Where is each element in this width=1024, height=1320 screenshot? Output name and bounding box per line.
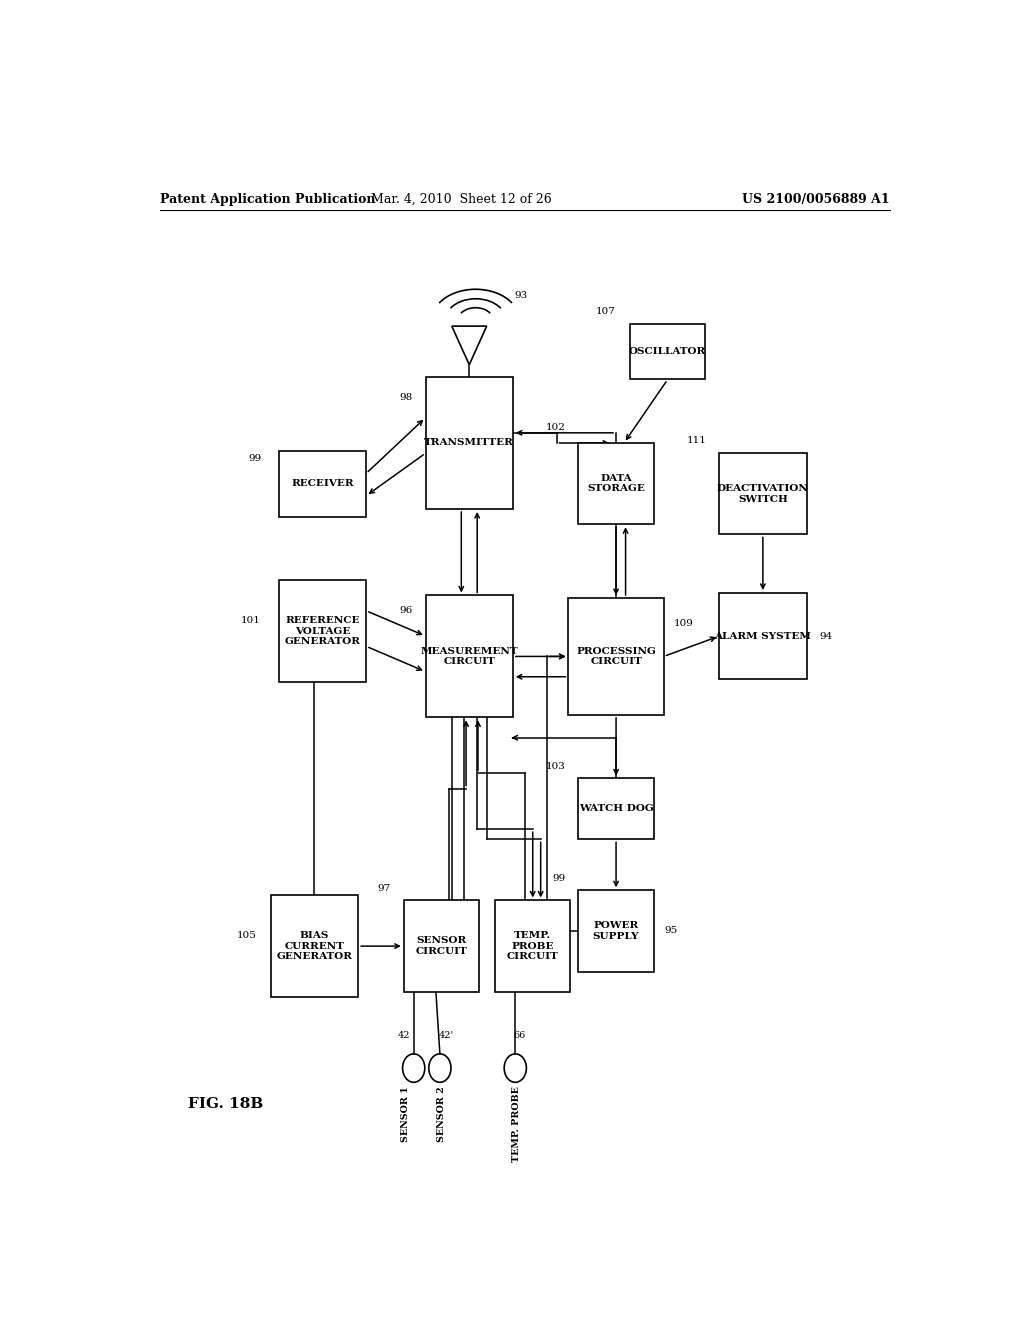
Text: 105: 105 bbox=[238, 932, 257, 940]
Bar bbox=[630, 323, 706, 379]
Text: DEACTIVATION
SWITCH: DEACTIVATION SWITCH bbox=[717, 484, 809, 503]
Text: DATA
STORAGE: DATA STORAGE bbox=[587, 474, 645, 494]
Bar bbox=[495, 900, 570, 991]
Text: OSCILLATOR: OSCILLATOR bbox=[629, 347, 707, 356]
Bar bbox=[579, 444, 653, 524]
Bar bbox=[579, 890, 653, 972]
Text: BIAS
CURRENT
GENERATOR: BIAS CURRENT GENERATOR bbox=[276, 931, 352, 961]
Text: FIG. 18B: FIG. 18B bbox=[187, 1097, 263, 1110]
Text: 93: 93 bbox=[514, 292, 527, 300]
Text: SENSOR 1: SENSOR 1 bbox=[401, 1086, 411, 1142]
Bar bbox=[426, 378, 513, 510]
Text: 109: 109 bbox=[674, 619, 693, 628]
Bar bbox=[279, 581, 367, 682]
Text: 111: 111 bbox=[687, 437, 707, 445]
Text: TEMP.
PROBE
CIRCUIT: TEMP. PROBE CIRCUIT bbox=[507, 931, 559, 961]
Bar bbox=[579, 779, 653, 840]
Text: 101: 101 bbox=[241, 616, 261, 626]
Text: WATCH DOG: WATCH DOG bbox=[579, 804, 653, 813]
Text: Patent Application Publication: Patent Application Publication bbox=[160, 193, 375, 206]
Bar bbox=[403, 900, 479, 991]
Text: ALARM SYSTEM: ALARM SYSTEM bbox=[715, 631, 811, 640]
Text: 95: 95 bbox=[665, 927, 678, 936]
Bar bbox=[719, 593, 807, 680]
Text: 98: 98 bbox=[399, 393, 413, 401]
Text: 97: 97 bbox=[377, 883, 390, 892]
Text: 102: 102 bbox=[546, 424, 566, 432]
Text: POWER
SUPPLY: POWER SUPPLY bbox=[593, 921, 639, 941]
Text: RECEIVER: RECEIVER bbox=[291, 479, 353, 488]
Text: TEMP. PROBE: TEMP. PROBE bbox=[512, 1086, 521, 1162]
Bar bbox=[279, 450, 367, 516]
Bar bbox=[270, 895, 358, 997]
Text: 94: 94 bbox=[820, 631, 833, 640]
Text: 103: 103 bbox=[546, 762, 566, 771]
Text: US 2100/0056889 A1: US 2100/0056889 A1 bbox=[742, 193, 890, 206]
Bar bbox=[426, 595, 513, 718]
Text: SENSOR 2: SENSOR 2 bbox=[437, 1086, 446, 1142]
Text: 66: 66 bbox=[513, 1031, 525, 1040]
Text: TRANSMITTER: TRANSMITTER bbox=[424, 438, 514, 447]
Text: 42: 42 bbox=[398, 1031, 411, 1040]
Text: 99: 99 bbox=[249, 454, 261, 463]
Bar bbox=[568, 598, 664, 715]
Text: 99: 99 bbox=[552, 874, 565, 883]
Text: PROCESSING
CIRCUIT: PROCESSING CIRCUIT bbox=[577, 647, 656, 667]
Text: 42': 42' bbox=[438, 1031, 454, 1040]
Text: 96: 96 bbox=[399, 606, 413, 615]
Bar bbox=[719, 453, 807, 535]
Text: SENSOR
CIRCUIT: SENSOR CIRCUIT bbox=[416, 936, 467, 956]
Text: REFERENCE
VOLTAGE
GENERATOR: REFERENCE VOLTAGE GENERATOR bbox=[285, 616, 360, 645]
Text: 107: 107 bbox=[596, 306, 616, 315]
Text: MEASUREMENT
CIRCUIT: MEASUREMENT CIRCUIT bbox=[421, 647, 518, 667]
Text: Mar. 4, 2010  Sheet 12 of 26: Mar. 4, 2010 Sheet 12 of 26 bbox=[371, 193, 552, 206]
